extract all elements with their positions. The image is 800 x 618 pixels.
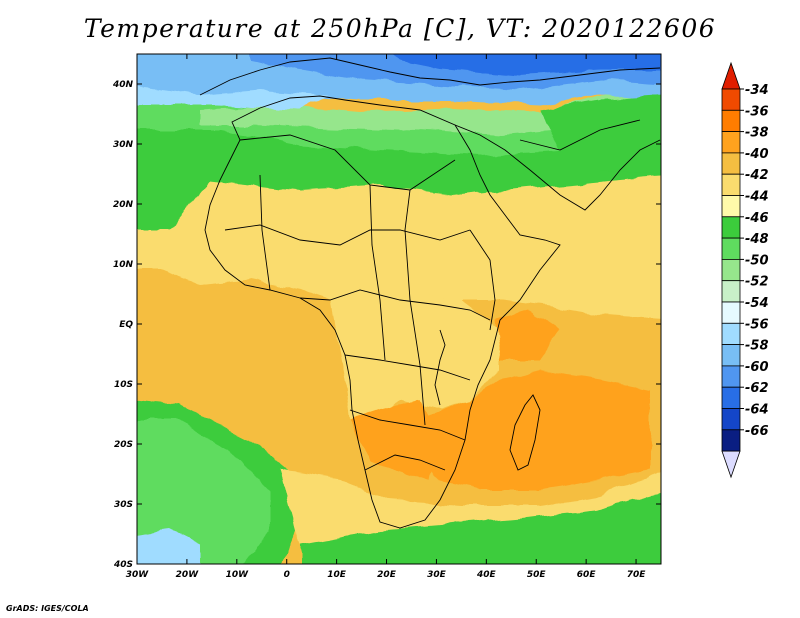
colorbar-label: -40 xyxy=(745,147,769,162)
border-vertical-east xyxy=(404,189,426,426)
colorbar-label: -60 xyxy=(745,360,769,375)
x-tick-label: 40E xyxy=(476,570,497,580)
y-tick-label: 30N xyxy=(113,140,134,150)
colorbar-swatch xyxy=(721,237,741,260)
border-east-africa xyxy=(469,229,496,331)
colorbar-label: -56 xyxy=(745,317,769,332)
colorbar-label: -54 xyxy=(745,296,769,311)
colorbar-label: -36 xyxy=(745,104,769,119)
colorbar-swatch xyxy=(721,216,741,239)
field-band-green-northeast xyxy=(540,95,661,175)
coastline-arabia xyxy=(454,124,661,211)
x-tick-label: 0 xyxy=(284,570,290,580)
colorbar-label: -34 xyxy=(745,83,769,98)
map-frame xyxy=(136,53,662,565)
axis-ticks xyxy=(136,54,661,565)
colorbar-swatch xyxy=(721,258,741,282)
y-tick-label: 20S xyxy=(114,440,133,450)
colorbar: -34 -36 -38 -40 -42 -44 -46 -48 -50 -52 -54 -56 -58 -… xyxy=(721,61,769,479)
border-vertical-center xyxy=(369,184,386,361)
colorbar-label: -50 xyxy=(745,253,769,268)
colorbar-swatch xyxy=(721,152,741,175)
x-tick-label: 10W xyxy=(226,570,250,580)
field-band-lightgreen-southwest xyxy=(137,420,270,564)
colorbar-top-arrow xyxy=(721,61,741,90)
field-band-green-south xyxy=(300,483,661,564)
border-southern-africa xyxy=(364,454,446,471)
grads-credit: GrADS: IGES/COLA xyxy=(6,604,89,613)
colorbar-bottom-arrow xyxy=(721,450,741,479)
colorbar-swatch xyxy=(721,386,741,409)
field-band-palegreen-north xyxy=(200,90,661,135)
y-tick-label: 30S xyxy=(114,500,133,510)
coastline-madagascar xyxy=(509,394,541,471)
y-tick-label: 40S xyxy=(113,560,133,570)
colorbar-label: -58 xyxy=(745,339,769,354)
border-central-south xyxy=(344,354,471,381)
border-arabia-interior xyxy=(519,119,641,151)
map-title: Temperature at 250hPa [C], VT: 202012260… xyxy=(83,14,717,43)
x-tick-label: 20E xyxy=(377,570,397,580)
field-band-orange-south-interior xyxy=(350,400,440,480)
colorbar-label: -46 xyxy=(745,211,769,226)
border-sahel xyxy=(224,224,471,246)
colorbar-swatch xyxy=(721,131,741,154)
colorbar-swatch xyxy=(721,365,741,388)
field-band-yellow-south xyxy=(280,470,661,545)
y-tick-label: EQ xyxy=(119,320,133,330)
x-tick-label: 60E xyxy=(577,570,597,580)
x-tick-label: 50E xyxy=(527,570,547,580)
field-band-darkblue-north xyxy=(388,54,661,75)
colorbar-label: -52 xyxy=(745,275,769,290)
colorbar-label: -42 xyxy=(745,168,769,183)
field-band-cyan-southwest xyxy=(137,530,200,564)
field-band-lightblue-north xyxy=(137,86,330,110)
colorbar-swatch xyxy=(721,322,741,345)
great-lakes xyxy=(434,329,446,406)
coastline-europe xyxy=(199,57,661,96)
y-tick-label: 10S xyxy=(114,380,133,390)
colorbar-label: -64 xyxy=(745,403,769,418)
colorbar-swatch xyxy=(721,109,741,133)
colorbar-label: -44 xyxy=(745,190,769,205)
colorbar-swatch xyxy=(721,88,741,111)
colorbar-swatch xyxy=(721,173,741,196)
border-vertical-west xyxy=(259,174,271,291)
x-tick-label: 30W xyxy=(126,570,150,580)
colorbar-label: -38 xyxy=(745,126,769,141)
colorbar-swatch xyxy=(721,280,741,303)
y-tick-label: 10N xyxy=(113,260,134,270)
colorbar-label: -62 xyxy=(745,381,769,396)
colorbar-swatch xyxy=(721,301,741,324)
colorbar-swatch xyxy=(721,344,741,367)
x-tick-label: 70E xyxy=(627,570,647,580)
temperature-field xyxy=(137,54,661,564)
colorbar-swatch xyxy=(721,408,741,431)
colorbar-label: -66 xyxy=(745,424,769,439)
border-central xyxy=(299,289,491,321)
colorbar-swatch xyxy=(721,429,741,452)
x-tick-label: 30E xyxy=(427,570,447,580)
field-band-yellow-north xyxy=(137,170,661,320)
field-band-yellow-central xyxy=(330,290,500,430)
y-tick-label: 40N xyxy=(112,80,134,90)
colorbar-label: -48 xyxy=(745,232,769,247)
political-borders xyxy=(199,57,661,529)
field-band-orange-east xyxy=(495,310,560,360)
colorbar-swatch xyxy=(721,195,741,218)
x-tick-label: 10E xyxy=(327,570,347,580)
x-tick-label: 20W xyxy=(176,570,200,580)
border-south xyxy=(349,409,466,441)
y-tick-label: 20N xyxy=(113,200,134,210)
coastline-africa xyxy=(204,95,561,529)
border-north-africa xyxy=(239,134,456,191)
field-band-orange-southeast xyxy=(420,370,650,490)
axis-labels: 30W 20W 10W 0 10E 20E 30E 40E 50E 60E 70E 40N 30N 20N… xyxy=(112,80,646,580)
